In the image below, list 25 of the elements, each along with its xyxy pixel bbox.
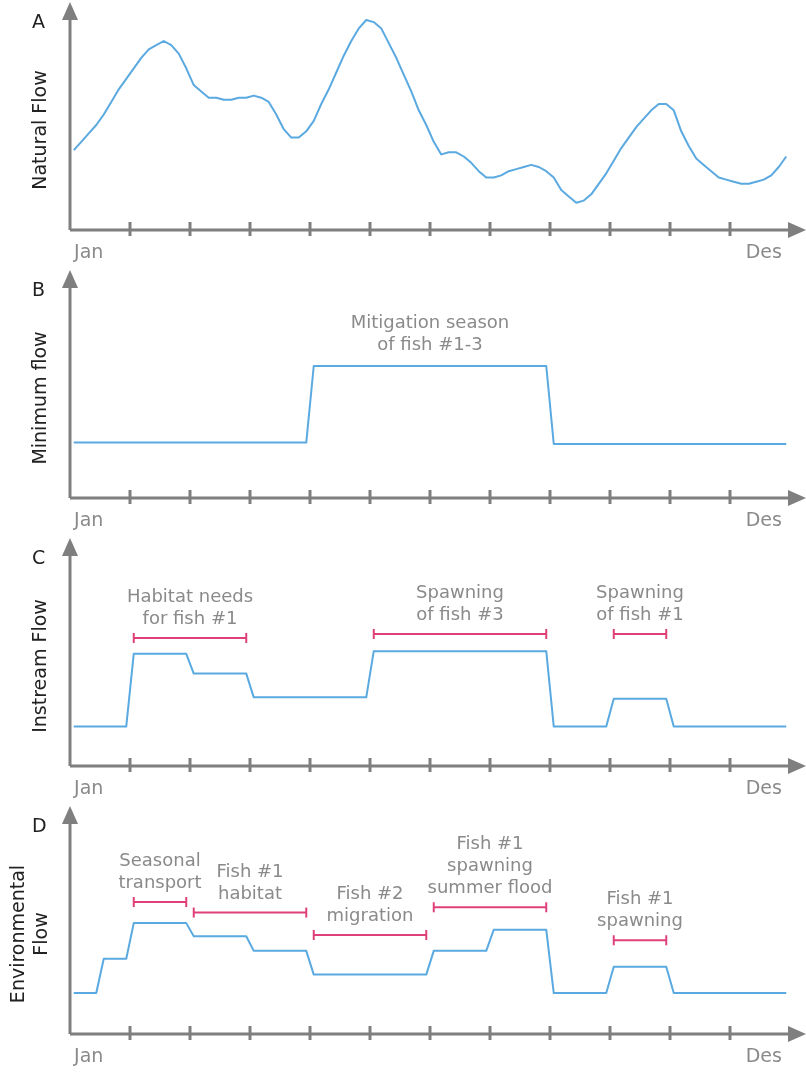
series-label: Seasonal transport	[118, 849, 202, 892]
x-tick-label: Des	[745, 240, 782, 262]
series-label: Fish #1 spawning	[597, 887, 683, 931]
series-label: Habitat needs for fish #1	[126, 584, 254, 628]
legend-label: Fish #2 migration	[326, 882, 414, 925]
series-label: Spawning of fish #3	[416, 581, 504, 624]
x-tick-label: Jan	[73, 508, 104, 530]
x-tick-label: Jan	[73, 776, 104, 798]
x-tick-label: Des	[745, 508, 782, 530]
series-label: Fish #1 spawning summer flood	[427, 832, 553, 898]
chart-title: A	[32, 10, 45, 32]
chart-title: C	[32, 546, 46, 568]
y-axis-title: Environmental Flow	[6, 864, 51, 1004]
chart-title: D	[32, 814, 47, 836]
y-axis-title: Natural Flow	[28, 70, 50, 190]
chart-title: B	[32, 278, 46, 300]
text: Mitigation season of fish #1-3	[350, 311, 510, 354]
x-tick-label: Jan	[73, 1044, 104, 1066]
x-tick-label: Des	[745, 776, 782, 798]
series-label: Fish #1 habitat	[216, 859, 284, 903]
y-axis-title: Instream Flow	[28, 599, 50, 733]
x-tick-label: Des	[745, 1044, 782, 1066]
x-tick-label: Jan	[73, 240, 104, 262]
y-axis-title: Minimum flow	[28, 331, 50, 465]
series-label: Spawning of fish #1	[596, 581, 684, 624]
